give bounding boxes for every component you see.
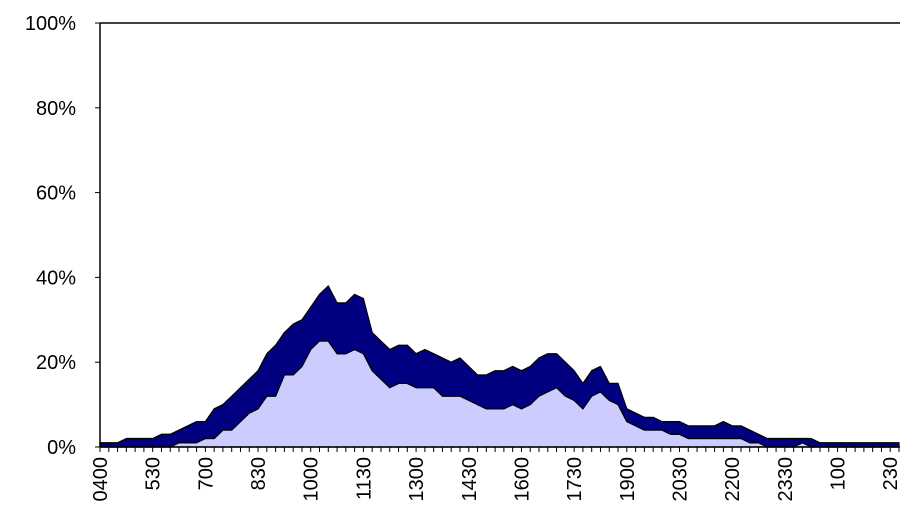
- y-tick-label: 100%: [25, 13, 76, 35]
- x-tick-label: 100: [828, 457, 850, 490]
- x-tick-label: 230: [880, 457, 901, 490]
- x-tick-label: 830: [248, 457, 270, 490]
- y-tick-label: 80%: [36, 98, 76, 120]
- x-tick-label: 2200: [722, 457, 744, 502]
- x-tick-label: 530: [143, 457, 165, 490]
- x-tick-label: 1730: [564, 457, 586, 502]
- x-tick-label: 1900: [617, 457, 639, 502]
- x-tick-label: 1430: [459, 457, 481, 502]
- x-tick-label: 0400: [90, 457, 112, 502]
- x-tick-label: 700: [195, 457, 217, 490]
- x-tick-label: 1130: [353, 457, 375, 500]
- y-tick-label: 60%: [36, 183, 76, 205]
- y-tick-label: 20%: [36, 352, 76, 374]
- x-tick-label: 1000: [301, 457, 323, 502]
- x-tick-label: 2030: [669, 457, 691, 502]
- x-tick-label: 2330: [775, 457, 797, 502]
- y-tick-label: 0%: [47, 437, 76, 459]
- y-tick-label: 40%: [36, 267, 76, 289]
- x-tick-label: 1300: [406, 457, 428, 502]
- x-tick-label: 1600: [511, 457, 533, 502]
